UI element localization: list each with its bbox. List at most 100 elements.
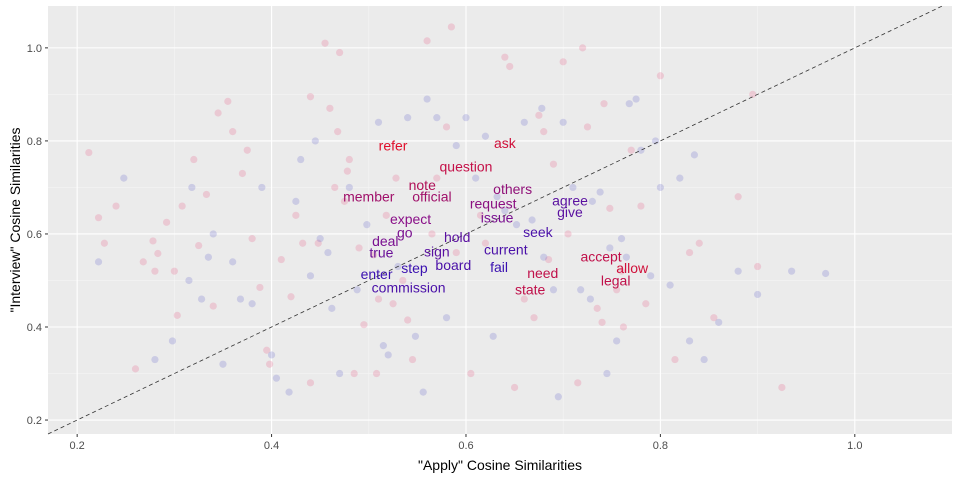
data-point-blue bbox=[379, 342, 387, 350]
data-point-pink bbox=[360, 321, 368, 329]
word-label: state bbox=[515, 281, 546, 297]
data-point-blue bbox=[554, 393, 562, 401]
word-label: expect bbox=[390, 211, 431, 227]
y-axis-title: "Interview" Cosine Similarities bbox=[7, 128, 23, 313]
data-point-blue bbox=[632, 95, 640, 103]
data-point-pink bbox=[617, 267, 626, 275]
data-point-pink bbox=[345, 155, 353, 164]
data-point-blue bbox=[267, 351, 276, 359]
data-point-pink bbox=[331, 183, 339, 192]
data-point-blue bbox=[374, 118, 383, 126]
word-label: others bbox=[493, 181, 532, 197]
word-label: question bbox=[440, 159, 493, 175]
word-label: need bbox=[527, 265, 558, 281]
data-point-pink bbox=[540, 128, 548, 136]
data-point-pink bbox=[214, 109, 222, 117]
points-layer bbox=[85, 23, 830, 401]
word-label: legal bbox=[601, 272, 631, 288]
data-point-blue bbox=[586, 295, 595, 303]
word-label: hold bbox=[444, 229, 470, 245]
data-point-pink bbox=[100, 239, 108, 247]
word-label: agree bbox=[552, 192, 588, 208]
data-point-pink bbox=[574, 379, 582, 387]
data-point-blue bbox=[411, 332, 420, 340]
data-point-pink bbox=[734, 193, 742, 201]
data-point-blue bbox=[788, 267, 796, 275]
reference-line-y-equals-x bbox=[47, 5, 943, 435]
data-point-blue bbox=[168, 337, 177, 345]
y-axis-ticks: 0.2 0.4 0.6 0.8 1.0 bbox=[27, 43, 48, 427]
x-axis-ticks: 0.2 0.4 0.6 0.8 1.0 bbox=[70, 434, 862, 452]
data-point-blue bbox=[345, 183, 353, 192]
data-point-pink bbox=[535, 111, 543, 119]
data-point-blue bbox=[520, 118, 528, 126]
data-point-blue bbox=[489, 332, 497, 340]
data-point-pink bbox=[131, 365, 140, 373]
data-point-blue bbox=[538, 104, 546, 112]
data-point-blue bbox=[528, 216, 536, 224]
data-point-pink bbox=[433, 174, 441, 182]
data-point-blue bbox=[423, 95, 431, 103]
data-point-pink bbox=[423, 37, 431, 45]
data-point-blue bbox=[328, 304, 336, 312]
minor-gridlines bbox=[48, 6, 952, 434]
x-tick-label: 0.2 bbox=[70, 440, 85, 452]
data-point-pink bbox=[399, 276, 407, 285]
data-point-pink bbox=[749, 90, 757, 98]
data-point-pink bbox=[408, 355, 417, 364]
data-point-blue bbox=[404, 114, 412, 122]
word-label: true bbox=[369, 245, 393, 261]
y-tick-label: 0.6 bbox=[27, 229, 42, 241]
data-point-blue bbox=[666, 281, 674, 289]
data-point-blue bbox=[248, 300, 256, 308]
data-point-pink bbox=[202, 190, 211, 199]
data-point-pink bbox=[404, 316, 412, 324]
data-point-pink bbox=[501, 53, 509, 61]
data-point-pink bbox=[343, 167, 351, 175]
data-point-pink bbox=[151, 267, 159, 275]
data-point-blue bbox=[617, 235, 626, 243]
data-point-blue bbox=[258, 183, 266, 192]
data-point-pink bbox=[481, 239, 490, 247]
data-point-blue bbox=[185, 276, 193, 285]
data-point-pink bbox=[656, 72, 664, 80]
data-point-blue bbox=[512, 221, 521, 229]
word-label: give bbox=[557, 204, 583, 220]
data-point-blue bbox=[481, 132, 490, 140]
data-point-pink bbox=[263, 346, 271, 354]
data-point-pink bbox=[372, 369, 381, 378]
data-point-blue bbox=[569, 183, 577, 192]
data-point-pink bbox=[637, 202, 645, 210]
data-point-pink bbox=[600, 100, 608, 108]
word-label: fail bbox=[490, 259, 508, 275]
data-point-pink bbox=[559, 58, 567, 66]
data-point-pink bbox=[382, 211, 390, 219]
data-point-blue bbox=[462, 114, 470, 122]
data-point-pink bbox=[598, 318, 606, 326]
data-point-blue bbox=[637, 146, 645, 154]
word-label: deal bbox=[372, 233, 398, 249]
data-point-pink bbox=[389, 300, 397, 308]
major-gridlines bbox=[48, 6, 952, 434]
data-point-blue bbox=[120, 174, 128, 182]
data-point-pink bbox=[593, 304, 601, 312]
data-point-blue bbox=[219, 360, 227, 368]
data-point-blue bbox=[622, 253, 630, 261]
data-point-pink bbox=[326, 104, 334, 112]
data-point-blue bbox=[197, 295, 206, 303]
data-point-blue bbox=[311, 137, 319, 145]
data-point-blue bbox=[336, 369, 344, 378]
word-label: current bbox=[484, 241, 528, 257]
data-point-pink bbox=[287, 293, 295, 301]
data-point-blue bbox=[625, 100, 633, 108]
word-label: go bbox=[397, 225, 413, 241]
data-point-pink bbox=[139, 258, 147, 266]
plot-panel bbox=[48, 6, 952, 434]
data-point-pink bbox=[243, 146, 251, 154]
y-tick-label: 0.4 bbox=[27, 322, 42, 334]
data-point-blue bbox=[700, 355, 708, 364]
data-point-blue bbox=[297, 155, 305, 164]
data-point-blue bbox=[685, 337, 694, 345]
word-label: seek bbox=[523, 224, 554, 240]
